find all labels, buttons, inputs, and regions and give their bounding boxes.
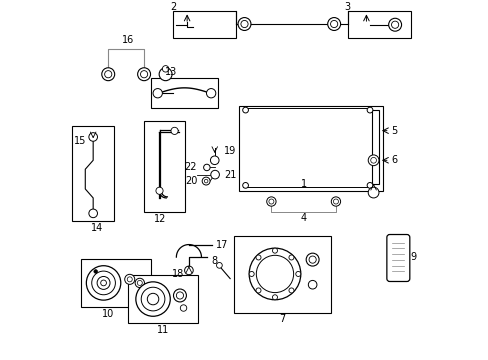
Circle shape — [137, 68, 150, 81]
FancyBboxPatch shape — [386, 234, 409, 282]
Circle shape — [272, 248, 277, 253]
Circle shape — [127, 277, 132, 282]
Circle shape — [308, 256, 316, 263]
Text: 17: 17 — [215, 239, 228, 249]
Bar — [72, 126, 113, 221]
Circle shape — [104, 71, 112, 78]
Circle shape — [268, 199, 273, 204]
Text: 10: 10 — [102, 309, 114, 319]
Circle shape — [249, 271, 254, 276]
Circle shape — [242, 107, 248, 113]
Circle shape — [288, 288, 293, 293]
Circle shape — [156, 187, 163, 194]
Bar — [233, 235, 330, 313]
Text: 12: 12 — [154, 214, 166, 224]
Circle shape — [171, 127, 178, 135]
Circle shape — [242, 183, 248, 188]
Circle shape — [124, 274, 135, 284]
Text: 19: 19 — [224, 145, 236, 156]
Circle shape — [180, 305, 186, 311]
Text: 2: 2 — [169, 2, 176, 12]
Text: 5: 5 — [391, 126, 397, 136]
Circle shape — [97, 276, 110, 289]
Circle shape — [135, 278, 144, 288]
Text: 1: 1 — [300, 179, 306, 189]
Bar — [348, 12, 410, 39]
Circle shape — [308, 280, 316, 289]
Circle shape — [305, 253, 319, 266]
Circle shape — [210, 170, 219, 179]
Text: 3: 3 — [344, 2, 349, 12]
Circle shape — [137, 280, 142, 285]
Circle shape — [333, 199, 338, 204]
Text: 14: 14 — [91, 223, 103, 233]
Circle shape — [327, 18, 340, 31]
Circle shape — [295, 271, 300, 276]
Circle shape — [176, 292, 183, 299]
Circle shape — [162, 66, 168, 72]
Bar — [239, 107, 382, 191]
Circle shape — [241, 21, 247, 28]
Circle shape — [173, 289, 186, 302]
Circle shape — [159, 68, 172, 81]
Circle shape — [203, 164, 210, 171]
Circle shape — [136, 282, 170, 316]
Circle shape — [370, 157, 376, 163]
Bar — [371, 110, 378, 184]
Text: 15: 15 — [74, 136, 86, 145]
Circle shape — [89, 209, 97, 218]
Circle shape — [92, 271, 115, 295]
Text: 7: 7 — [279, 314, 285, 324]
Text: 11: 11 — [156, 325, 168, 335]
Circle shape — [388, 18, 401, 31]
Circle shape — [147, 293, 159, 305]
Circle shape — [202, 177, 210, 185]
Bar — [172, 12, 235, 39]
Circle shape — [204, 179, 207, 183]
Circle shape — [140, 71, 147, 78]
Text: 6: 6 — [391, 155, 397, 165]
Circle shape — [141, 287, 164, 311]
Bar — [128, 275, 198, 323]
Text: 13: 13 — [164, 67, 177, 77]
Text: 18: 18 — [172, 269, 184, 279]
Circle shape — [266, 197, 276, 206]
Circle shape — [153, 89, 162, 98]
Text: 20: 20 — [184, 176, 197, 186]
Circle shape — [330, 197, 340, 206]
Circle shape — [330, 21, 337, 28]
Text: 21: 21 — [224, 170, 236, 180]
Circle shape — [256, 255, 293, 293]
Circle shape — [288, 255, 293, 260]
Circle shape — [102, 68, 115, 81]
Bar — [144, 121, 185, 212]
Text: 8: 8 — [210, 256, 217, 266]
Circle shape — [216, 262, 222, 268]
Text: 9: 9 — [410, 252, 416, 262]
Circle shape — [238, 18, 250, 31]
Circle shape — [255, 255, 261, 260]
Circle shape — [86, 266, 121, 300]
Circle shape — [210, 156, 219, 165]
Circle shape — [255, 288, 261, 293]
Text: 22: 22 — [184, 162, 197, 172]
Circle shape — [89, 133, 97, 141]
Circle shape — [206, 89, 215, 98]
Circle shape — [391, 21, 398, 28]
Circle shape — [249, 248, 300, 300]
Circle shape — [367, 155, 378, 166]
Text: 16: 16 — [122, 35, 134, 45]
Circle shape — [367, 187, 378, 198]
Circle shape — [366, 107, 372, 113]
Circle shape — [94, 270, 97, 273]
Text: 4: 4 — [300, 213, 306, 222]
Circle shape — [184, 266, 193, 275]
Circle shape — [366, 183, 372, 188]
Bar — [81, 259, 151, 307]
Circle shape — [272, 295, 277, 300]
Bar — [151, 78, 217, 108]
Circle shape — [101, 280, 106, 286]
